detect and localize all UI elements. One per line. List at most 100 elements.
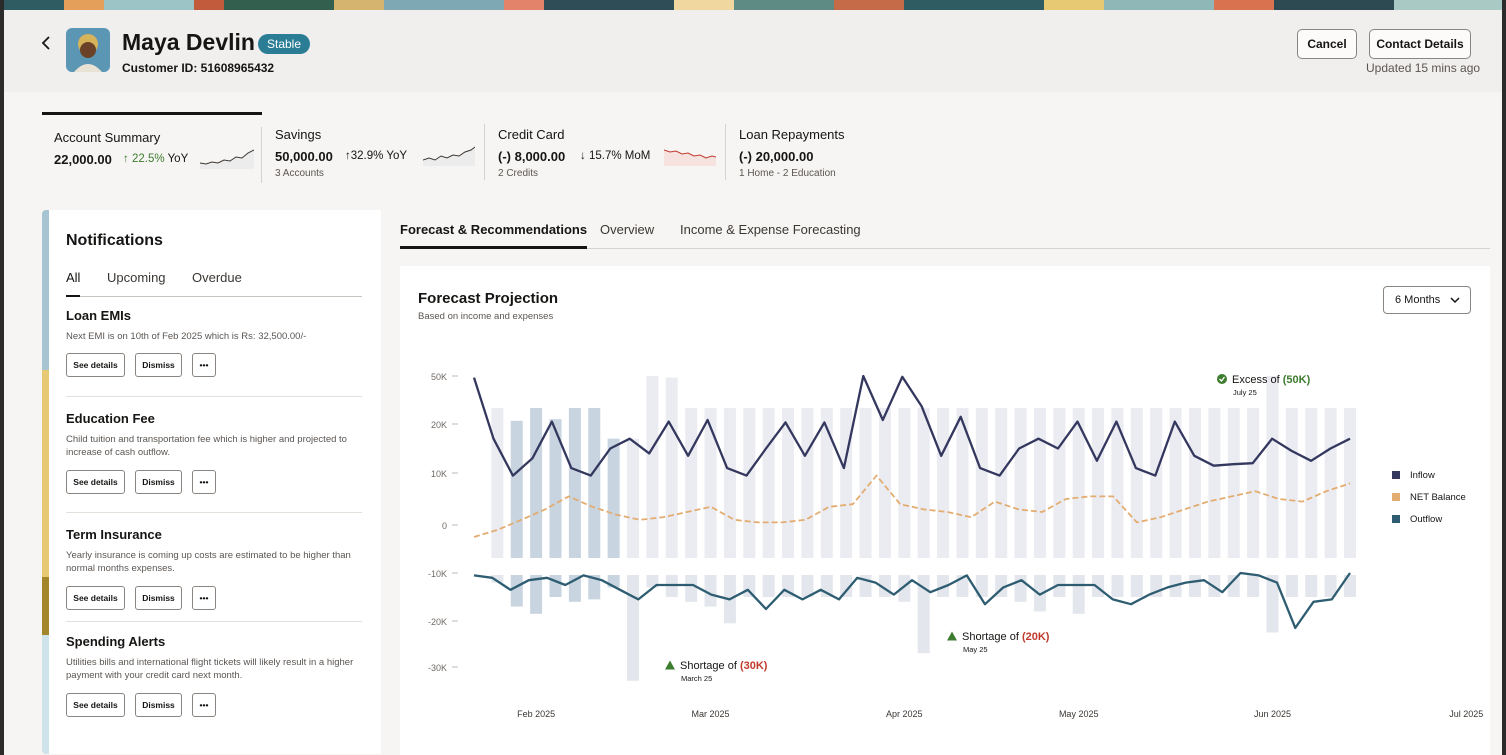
y-axis-tick-label: 50K	[431, 372, 447, 382]
sparkline-chart	[423, 146, 475, 166]
forecast-bar	[801, 575, 814, 597]
forecast-bar	[1033, 408, 1046, 558]
more-options-button[interactable]: •••	[192, 693, 216, 717]
card-title: Credit Card	[498, 127, 565, 142]
forecast-bar	[646, 575, 659, 588]
tab-forecast-recommendations[interactable]: Forecast & Recommendations	[400, 222, 588, 249]
dismiss-button[interactable]: Dismiss	[135, 470, 182, 494]
warning-triangle-icon	[665, 660, 675, 670]
forecast-bar	[840, 575, 853, 597]
forecast-bar	[859, 408, 872, 558]
forecast-bar	[665, 377, 678, 558]
see-details-button[interactable]: See details	[66, 693, 125, 717]
warning-triangle-icon	[947, 631, 957, 641]
forecast-bar	[627, 438, 640, 558]
tab-income-expense-forecasting[interactable]: Income & Expense Forecasting	[680, 222, 861, 237]
forecast-bar	[1072, 408, 1085, 558]
forecast-bar	[1285, 408, 1298, 558]
notification-description: Yearly insurance is coming up costs are …	[66, 550, 351, 574]
forecast-bar	[1188, 408, 1201, 558]
x-axis-tick-label: May 2025	[1059, 709, 1099, 719]
check-circle-icon	[1217, 374, 1227, 384]
card-value: (-) 20,000.00	[739, 149, 814, 164]
more-options-button[interactable]: •••	[192, 353, 216, 377]
series-line-inflow	[472, 374, 1351, 477]
forecast-bar	[1285, 575, 1298, 597]
account-summary-strip: Account Summary 22,000.00 ↑ 22.5% YoY Sa…	[42, 112, 862, 184]
notifications-panel: Notifications All Upcoming Overdue Loan …	[42, 210, 381, 754]
forecast-bar	[937, 408, 950, 558]
annotation-date: March 25	[681, 674, 712, 683]
forecast-bar	[975, 575, 988, 597]
forecast-bar	[762, 575, 775, 597]
notification-item: Education Fee Child tuition and transpor…	[66, 411, 362, 496]
tab-upcoming[interactable]: Upcoming	[107, 270, 166, 285]
card-value: 50,000.00	[275, 149, 333, 164]
arrow-down-icon: ↓	[580, 150, 586, 162]
see-details-button[interactable]: See details	[66, 353, 125, 377]
forecast-bar	[1305, 575, 1318, 597]
summary-card-account[interactable]: Account Summary 22,000.00 ↑ 22.5% YoY	[42, 112, 262, 184]
forecast-bar	[1324, 575, 1337, 597]
forecast-bar	[530, 408, 543, 558]
forecast-bar	[917, 575, 930, 654]
forecast-bar	[1266, 575, 1279, 633]
forecast-bar	[1247, 408, 1260, 558]
more-options-button[interactable]: •••	[192, 586, 216, 610]
forecast-bar	[1344, 575, 1356, 597]
forecast-title: Forecast Projection	[418, 290, 559, 307]
notification-item: Term Insurance Yearly insurance is comin…	[66, 527, 362, 612]
tab-overdue[interactable]: Overdue	[192, 270, 242, 285]
forecast-bar	[975, 408, 988, 558]
dismiss-button[interactable]: Dismiss	[135, 586, 182, 610]
forecast-bar	[1324, 408, 1337, 558]
tab-overview[interactable]: Overview	[600, 222, 655, 237]
cancel-button[interactable]: Cancel	[1297, 29, 1357, 59]
range-select-value: 6 Months	[1395, 294, 1441, 306]
contact-details-button[interactable]: Contact Details	[1369, 29, 1471, 59]
card-title: Savings	[275, 127, 322, 142]
main-tabs: Forecast & Recommendations Overview Inco…	[400, 218, 1490, 249]
forecast-bar	[1305, 408, 1318, 558]
notification-title: Education Fee	[66, 411, 155, 426]
card-change: ↑ 22.5% YoY	[123, 153, 189, 165]
card-value: (-) 8,000.00	[498, 149, 566, 164]
see-details-button[interactable]: See details	[66, 470, 125, 494]
forecast-bar	[956, 408, 969, 558]
card-value: 22,000.00	[54, 152, 112, 167]
y-axis-tick-label: -10K	[428, 569, 447, 579]
summary-card-loan[interactable]: Loan Repayments (-) 20,000.00 1 Home - 2…	[727, 112, 862, 184]
annotation-label: Shortage of (20K)	[962, 631, 1050, 643]
range-select[interactable]: 6 Months	[1383, 286, 1471, 314]
dismiss-button[interactable]: Dismiss	[135, 693, 182, 717]
forecast-bar	[1227, 408, 1240, 558]
summary-card-credit[interactable]: Credit Card (-) 8,000.00 ↓ 15.7% MoM 2 C…	[486, 112, 726, 184]
avatar	[66, 28, 110, 72]
forecast-bar	[1150, 408, 1163, 558]
updated-timestamp: Updated 15 mins ago	[1366, 61, 1481, 75]
decorative-banner	[4, 0, 1502, 10]
forecast-bar	[510, 575, 523, 607]
forecast-bar	[1344, 408, 1356, 558]
forecast-bar	[588, 408, 601, 558]
summary-card-savings[interactable]: Savings 50,000.00 ↑32.9% YoY 3 Accounts	[263, 112, 485, 184]
tab-all[interactable]: All	[66, 270, 81, 297]
card-subtext: 2 Credits	[498, 168, 539, 179]
forecast-bar	[1130, 408, 1143, 558]
forecast-bar	[1247, 575, 1260, 597]
forecast-bar	[762, 408, 775, 558]
forecast-bar	[1111, 408, 1124, 558]
forecast-bar	[1092, 408, 1105, 558]
back-button[interactable]	[38, 34, 56, 52]
card-divider	[484, 124, 485, 180]
dismiss-button[interactable]: Dismiss	[135, 353, 182, 377]
forecast-bar	[530, 575, 543, 614]
see-details-button[interactable]: See details	[66, 586, 125, 610]
legend-swatch	[1392, 515, 1400, 523]
sparkline-chart	[664, 149, 716, 166]
card-change: ↑32.9% YoY	[345, 150, 408, 162]
notifications-title: Notifications	[66, 232, 163, 249]
forecast-bar	[607, 438, 620, 558]
more-options-button[interactable]: •••	[192, 470, 216, 494]
forecast-bar	[704, 575, 717, 607]
